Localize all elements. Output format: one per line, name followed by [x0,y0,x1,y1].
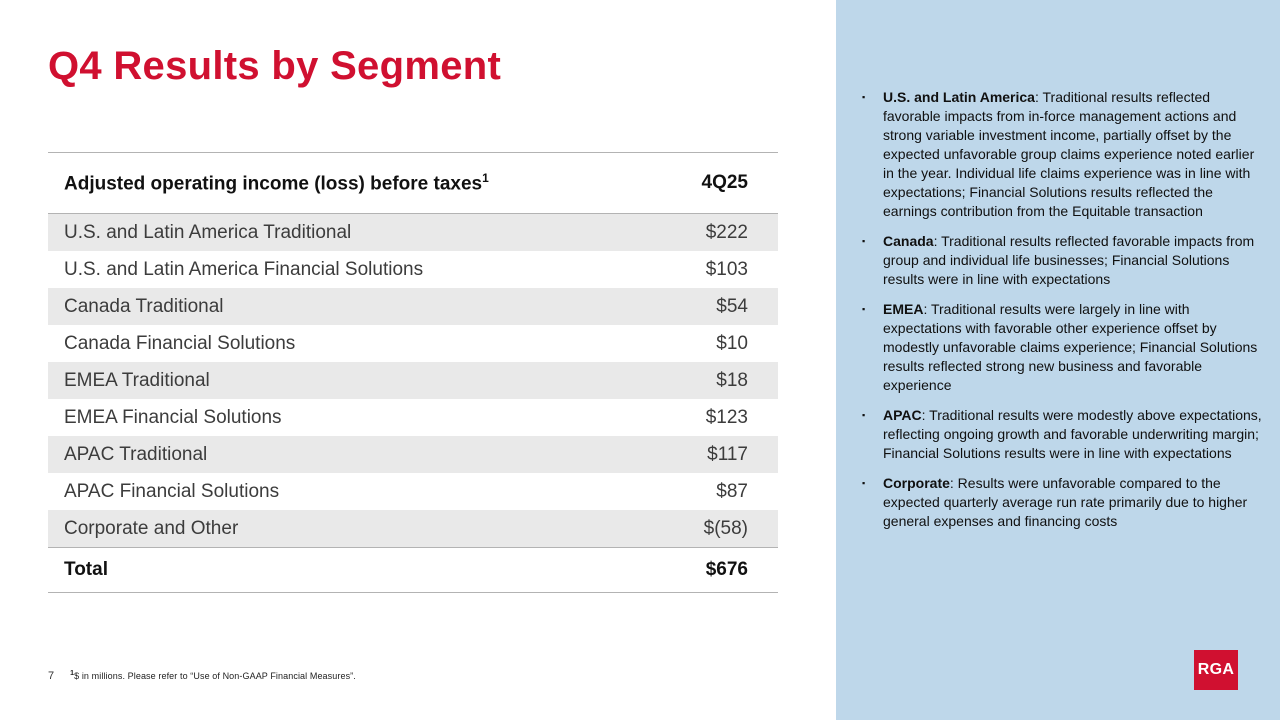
bullet-body: : Traditional results were modestly abov… [883,407,1262,461]
footnote-text: $ in millions. Please refer to “Use of N… [74,671,356,681]
rga-logo: RGA [1194,650,1238,690]
bullet-body: : Traditional results were largely in li… [883,301,1258,393]
bullet-icon: ▪ [862,304,866,314]
segment-value: $117 [707,443,748,465]
table-row: EMEA Financial Solutions $123 [48,399,778,436]
table-row: Canada Financial Solutions $10 [48,325,778,362]
segment-value: $54 [716,295,748,317]
footnote-superscript: 1 [70,670,75,677]
bullet-body: : Results were unfavorable compared to t… [883,475,1248,529]
table-row: EMEA Traditional $18 [48,362,778,399]
table-row: APAC Traditional $117 [48,436,778,473]
table-header-label-text: Adjusted operating income (loss) before … [64,173,483,195]
segment-label: EMEA Traditional [64,369,210,391]
segment-value: $10 [716,332,748,354]
commentary-panel: ▪ U.S. and Latin America: Traditional re… [836,0,1280,720]
bullet-lead: U.S. and Latin America [883,89,1035,105]
bullet-text: APAC: Traditional results were modestly … [883,406,1268,463]
footnote-marker: 1 [482,170,489,185]
segment-value: $18 [716,369,748,391]
table-header-row: Adjusted operating income (loss) before … [48,152,778,214]
segment-label: APAC Traditional [64,443,208,465]
page-number: 7 [48,670,55,682]
table-row: Corporate and Other $(58) [48,510,778,547]
bullet-text: U.S. and Latin America: Traditional resu… [883,88,1268,221]
slide-footer: 7 1$ in millions. Please refer to “Use o… [48,670,356,682]
list-item: ▪ APAC: Traditional results were modestl… [862,406,1268,463]
table-row: APAC Financial Solutions $87 [48,473,778,510]
segment-label: APAC Financial Solutions [64,480,280,502]
bullet-text: Corporate: Results were unfavorable comp… [883,474,1268,531]
bullet-lead: APAC [883,407,922,423]
segment-label: Corporate and Other [64,517,239,539]
segment-value: $(58) [703,517,748,539]
segment-label: U.S. and Latin America Financial Solutio… [64,258,424,280]
table-header-label: Adjusted operating income (loss) before … [48,171,638,195]
table-header-period: 4Q25 [701,172,748,193]
table-total-row: Total $676 [48,547,778,593]
table-row: Canada Traditional $54 [48,288,778,325]
bullet-lead: EMEA [883,301,924,317]
table-body: U.S. and Latin America Traditional $222 … [48,214,778,547]
bullet-text: EMEA: Traditional results were largely i… [883,300,1268,395]
table-row: U.S. and Latin America Financial Solutio… [48,251,778,288]
list-item: ▪ U.S. and Latin America: Traditional re… [862,88,1268,221]
segment-label: Canada Financial Solutions [64,332,296,354]
segment-label: Canada Traditional [64,295,224,317]
segment-value: $222 [705,221,748,243]
bullet-text: Canada: Traditional results reflected fa… [883,232,1268,289]
page-title: Q4 Results by Segment [48,44,502,88]
total-label: Total [64,559,108,580]
main-content: Q4 Results by Segment Adjusted operating… [48,44,778,682]
footnote: 1$ in millions. Please refer to “Use of … [70,670,356,681]
list-item: ▪ Corporate: Results were unfavorable co… [862,474,1268,531]
bullet-lead: Canada [883,233,934,249]
segment-value: $123 [705,406,748,428]
table-row: U.S. and Latin America Traditional $222 [48,214,778,251]
list-item: ▪ EMEA: Traditional results were largely… [862,300,1268,395]
total-value: $676 [705,559,748,580]
bullet-body: : Traditional results reflected favorabl… [883,89,1255,219]
bullet-icon: ▪ [862,92,866,102]
bullet-icon: ▪ [862,478,866,488]
bullet-body: : Traditional results reflected favorabl… [883,233,1255,287]
segment-label: EMEA Financial Solutions [64,406,282,428]
segment-label: U.S. and Latin America Traditional [64,221,352,243]
segment-value: $87 [716,480,748,502]
segment-results-table: Adjusted operating income (loss) before … [48,152,778,593]
list-item: ▪ Canada: Traditional results reflected … [862,232,1268,289]
bullet-icon: ▪ [862,410,866,420]
segment-value: $103 [705,258,748,280]
bullet-icon: ▪ [862,236,866,246]
bullet-lead: Corporate [883,475,950,491]
